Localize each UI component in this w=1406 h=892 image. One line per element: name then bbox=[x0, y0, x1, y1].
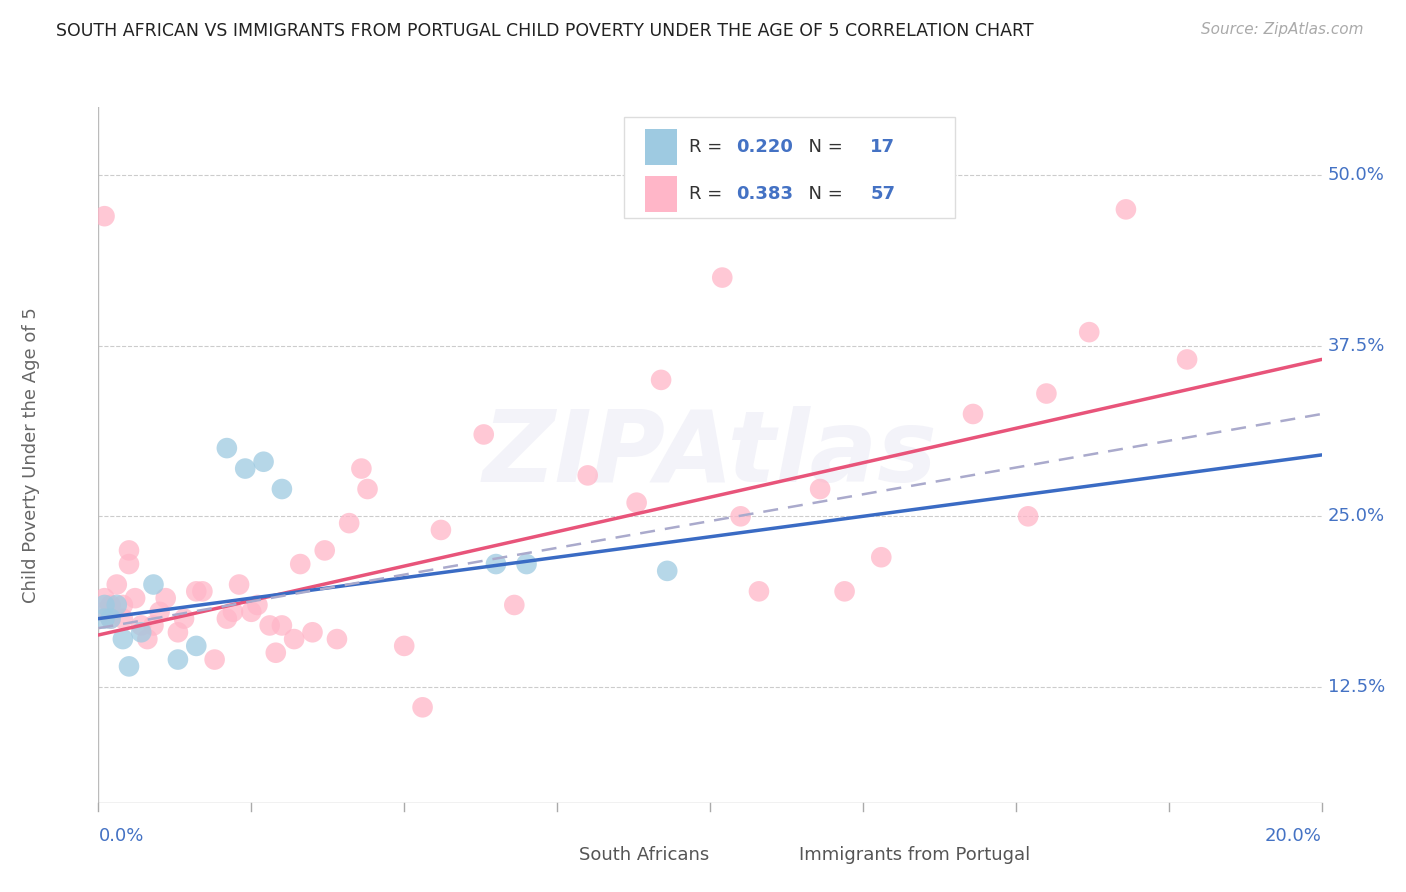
Text: 17: 17 bbox=[870, 138, 896, 156]
Point bbox=[155, 591, 177, 606]
Point bbox=[228, 577, 250, 591]
Point bbox=[711, 270, 734, 285]
Point bbox=[173, 612, 195, 626]
Point bbox=[191, 584, 214, 599]
Text: ZIPAtlas: ZIPAtlas bbox=[482, 407, 938, 503]
Text: SOUTH AFRICAN VS IMMIGRANTS FROM PORTUGAL CHILD POVERTY UNDER THE AGE OF 5 CORRE: SOUTH AFRICAN VS IMMIGRANTS FROM PORTUGA… bbox=[56, 22, 1033, 40]
Point bbox=[356, 482, 378, 496]
Point bbox=[222, 605, 245, 619]
Point bbox=[240, 605, 263, 619]
Point bbox=[100, 612, 122, 626]
Point bbox=[730, 509, 752, 524]
Point bbox=[129, 625, 152, 640]
Point bbox=[186, 584, 208, 599]
Text: 0.0%: 0.0% bbox=[98, 827, 143, 845]
Point bbox=[167, 652, 190, 666]
Point bbox=[111, 612, 134, 626]
Text: 25.0%: 25.0% bbox=[1327, 508, 1385, 525]
Point bbox=[870, 550, 893, 565]
Point bbox=[100, 612, 122, 626]
Point bbox=[215, 441, 238, 455]
Point bbox=[111, 632, 134, 646]
Point bbox=[149, 605, 172, 619]
FancyBboxPatch shape bbox=[624, 118, 955, 219]
Text: 57: 57 bbox=[870, 186, 896, 203]
FancyBboxPatch shape bbox=[543, 841, 574, 869]
Text: 50.0%: 50.0% bbox=[1327, 166, 1385, 185]
Point bbox=[748, 584, 770, 599]
Point bbox=[350, 461, 373, 475]
Point bbox=[283, 632, 305, 646]
Point bbox=[252, 455, 274, 469]
Point bbox=[412, 700, 434, 714]
Text: Child Poverty Under the Age of 5: Child Poverty Under the Age of 5 bbox=[22, 307, 41, 603]
Point bbox=[962, 407, 984, 421]
Point bbox=[100, 598, 122, 612]
Text: 20.0%: 20.0% bbox=[1265, 827, 1322, 845]
Point bbox=[503, 598, 526, 612]
Point bbox=[259, 618, 281, 632]
Point bbox=[1115, 202, 1137, 217]
Point bbox=[246, 598, 269, 612]
Point bbox=[142, 577, 165, 591]
Point bbox=[167, 625, 190, 640]
Point bbox=[516, 557, 538, 571]
Text: R =: R = bbox=[689, 138, 728, 156]
Point bbox=[337, 516, 360, 530]
Point bbox=[93, 598, 115, 612]
Point bbox=[472, 427, 495, 442]
Point bbox=[118, 557, 141, 571]
Point bbox=[270, 618, 292, 632]
Point bbox=[430, 523, 453, 537]
Point bbox=[626, 496, 648, 510]
Point bbox=[290, 557, 312, 571]
Point bbox=[1035, 386, 1057, 401]
Text: Immigrants from Portugal: Immigrants from Portugal bbox=[800, 846, 1031, 864]
Point bbox=[808, 482, 831, 496]
Point bbox=[326, 632, 349, 646]
Text: South Africans: South Africans bbox=[579, 846, 710, 864]
FancyBboxPatch shape bbox=[645, 176, 678, 212]
FancyBboxPatch shape bbox=[645, 129, 678, 165]
Point bbox=[1017, 509, 1039, 524]
Point bbox=[834, 584, 856, 599]
Point bbox=[270, 482, 292, 496]
Text: 37.5%: 37.5% bbox=[1327, 337, 1385, 355]
Point bbox=[392, 639, 416, 653]
Point bbox=[93, 612, 115, 626]
Point bbox=[142, 618, 165, 632]
Text: 0.383: 0.383 bbox=[735, 186, 793, 203]
Point bbox=[204, 652, 226, 666]
Point bbox=[657, 564, 679, 578]
Point bbox=[215, 612, 238, 626]
Point bbox=[111, 598, 134, 612]
Point bbox=[576, 468, 599, 483]
Point bbox=[233, 461, 256, 475]
Point bbox=[124, 591, 146, 606]
FancyBboxPatch shape bbox=[762, 841, 794, 869]
Point bbox=[93, 209, 115, 223]
Text: Source: ZipAtlas.com: Source: ZipAtlas.com bbox=[1201, 22, 1364, 37]
Point bbox=[129, 618, 152, 632]
Point bbox=[118, 543, 141, 558]
Point bbox=[93, 605, 115, 619]
Point bbox=[485, 557, 508, 571]
Point bbox=[118, 659, 141, 673]
Point bbox=[186, 639, 208, 653]
Text: 0.220: 0.220 bbox=[735, 138, 793, 156]
Point bbox=[105, 598, 128, 612]
Point bbox=[301, 625, 323, 640]
Point bbox=[264, 646, 287, 660]
Point bbox=[93, 591, 115, 606]
Point bbox=[1175, 352, 1198, 367]
Point bbox=[1078, 325, 1101, 339]
Point bbox=[314, 543, 336, 558]
Point bbox=[136, 632, 159, 646]
Point bbox=[105, 577, 128, 591]
Text: N =: N = bbox=[797, 186, 848, 203]
Text: N =: N = bbox=[797, 138, 848, 156]
Text: 12.5%: 12.5% bbox=[1327, 678, 1385, 696]
Text: R =: R = bbox=[689, 186, 728, 203]
Point bbox=[650, 373, 672, 387]
